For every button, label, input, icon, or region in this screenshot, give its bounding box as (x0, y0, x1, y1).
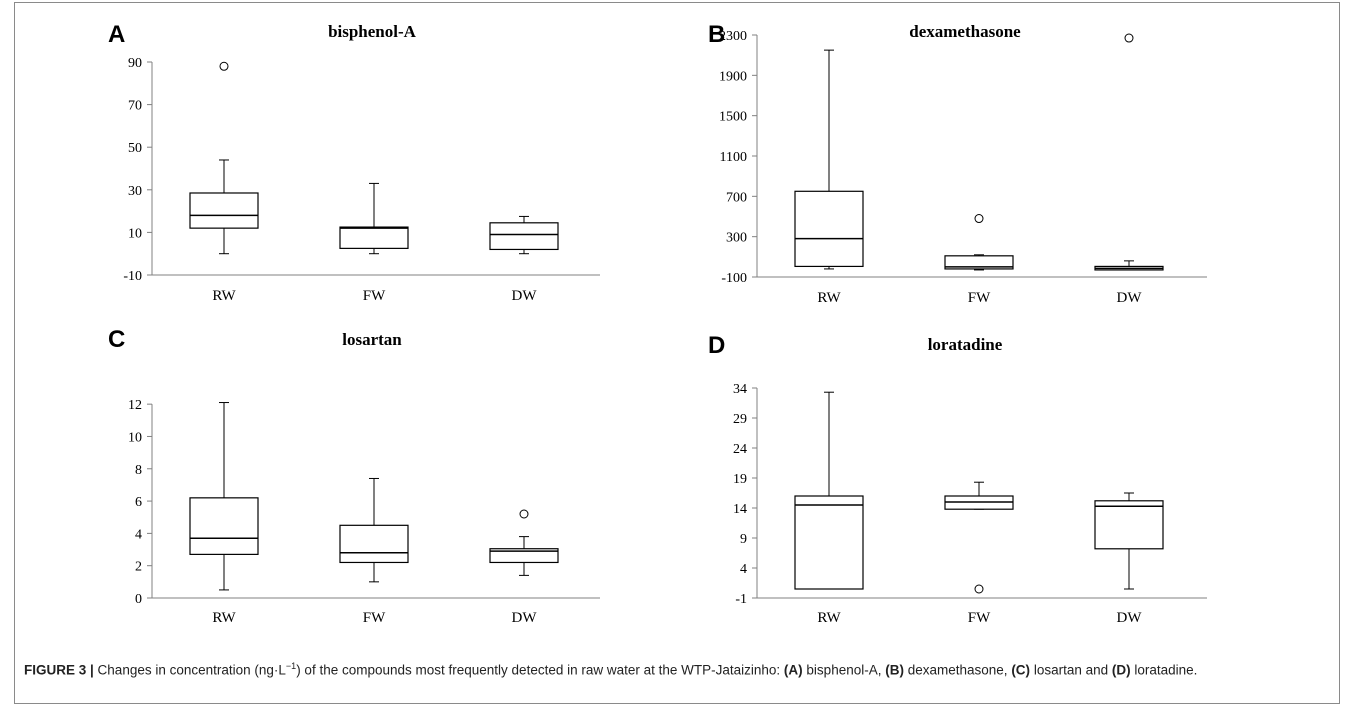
panel-c-y-tick-label: 2 (135, 560, 142, 575)
panel-b-box (794, 190, 864, 268)
panel-d-y-tick-label: 9 (740, 532, 747, 547)
panel-c-y-tick-label: 12 (128, 398, 142, 413)
panel-c-box (189, 497, 259, 555)
panel-c-letter: C (108, 326, 125, 353)
caption-c-label: (C) (1011, 662, 1031, 678)
panel-d-title: loratadine (928, 335, 1003, 354)
panel-b-y-tick-label: 2300 (719, 29, 747, 44)
panel-d-y-tick-label: 19 (733, 472, 747, 487)
panel-d-y-tick-label: 4 (740, 562, 747, 577)
figure-caption: FIGURE 3 | Changes in concentration (ng·… (24, 656, 1329, 681)
panel-d-x-tick-label: RW (817, 610, 841, 626)
panel-a-y-tick-label: 50 (128, 141, 142, 156)
panel-c-y-tick-label: 6 (135, 495, 142, 510)
panel-d-y-tick-label: 24 (733, 442, 747, 457)
caption-b-text: dexamethasone, (903, 662, 1012, 678)
panel-b-y-tick-label: 300 (726, 231, 747, 246)
panel-d-letter: D (708, 332, 725, 359)
panel-d-y-tick-label: 34 (733, 382, 747, 397)
panel-b-title: dexamethasone (909, 22, 1021, 41)
panel-d-outlier-point (974, 584, 984, 594)
panel-a-title: bisphenol-A (328, 22, 417, 41)
panel-d-box (1094, 500, 1164, 550)
panel-a-box (189, 192, 259, 229)
panel-b-x-tick-label: DW (1117, 290, 1143, 306)
panel-a-y-tick-label: 30 (128, 184, 142, 199)
panel-c-y-tick-label: 8 (135, 463, 142, 478)
caption-a-label: (A) (783, 662, 803, 678)
panel-a-y-tick-label: 70 (128, 99, 142, 114)
panel-b-y-tick-label: 1100 (720, 150, 747, 165)
panel-c-x-tick-label: RW (212, 610, 236, 626)
panel-a-y-tick-label: 10 (128, 226, 142, 241)
panel-a-y-tick-label: 90 (128, 56, 142, 71)
panel-c-y-tick-label: 4 (135, 527, 142, 542)
caption-c-text: losartan and (1030, 662, 1112, 678)
panel-c-y-tick-label: 10 (128, 430, 142, 445)
caption-text-1: Changes in concentration (ng·L (93, 662, 286, 678)
panel-c-box (339, 524, 409, 564)
panel-d-y-tick-label: 29 (733, 412, 747, 427)
panel-a-x-tick-label: DW (512, 288, 538, 304)
panel-b-letter: B (708, 21, 725, 48)
panel-c-y-tick-label: 0 (135, 592, 142, 607)
panel-d-box (794, 495, 864, 590)
panel-d-y-tick-label: -1 (735, 592, 747, 607)
caption-a-text: bisphenol-A, (802, 662, 886, 678)
caption-figure-label: FIGURE 3 | (24, 662, 94, 678)
panel-a-x-tick-label: FW (363, 288, 386, 304)
panel-c-box (489, 548, 559, 564)
caption-d-text: loratadine. (1130, 662, 1198, 678)
panel-a-x-tick-label: RW (212, 288, 236, 304)
panel-b-y-tick-label: -100 (721, 271, 747, 286)
caption-superscript: −1 (285, 661, 297, 671)
panel-b-x-tick-label: FW (968, 290, 991, 306)
panel-c-x-tick-label: FW (363, 610, 386, 626)
panel-b-box (944, 255, 1014, 270)
panel-a-box (339, 226, 409, 249)
panel-d-x-tick-label: DW (1117, 610, 1143, 626)
caption-b-label: (B) (885, 662, 904, 678)
figure-frame (14, 2, 1340, 704)
panel-c-outlier-point (519, 509, 529, 519)
panel-b-x-tick-label: RW (817, 290, 841, 306)
panel-a-y-tick-label: -10 (123, 269, 142, 284)
panel-b-y-tick-label: 700 (726, 190, 747, 205)
caption-d-label: (D) (1111, 662, 1131, 678)
panel-c-title: losartan (342, 330, 402, 349)
panel-d-y-tick-label: 14 (733, 502, 747, 517)
panel-a-outlier-point (219, 61, 229, 71)
panel-b-y-tick-label: 1500 (719, 110, 747, 125)
panel-c-x-tick-label: DW (512, 610, 538, 626)
caption-text-2: ) of the compounds most frequently detec… (296, 662, 784, 678)
panel-a-letter: A (108, 21, 125, 48)
panel-b-y-tick-label: 1900 (719, 69, 747, 84)
panel-d-x-tick-label: FW (968, 610, 991, 626)
panel-a-box (489, 222, 559, 251)
panel-b-outlier-point (974, 214, 984, 224)
panel-b-outlier-point (1124, 33, 1134, 43)
